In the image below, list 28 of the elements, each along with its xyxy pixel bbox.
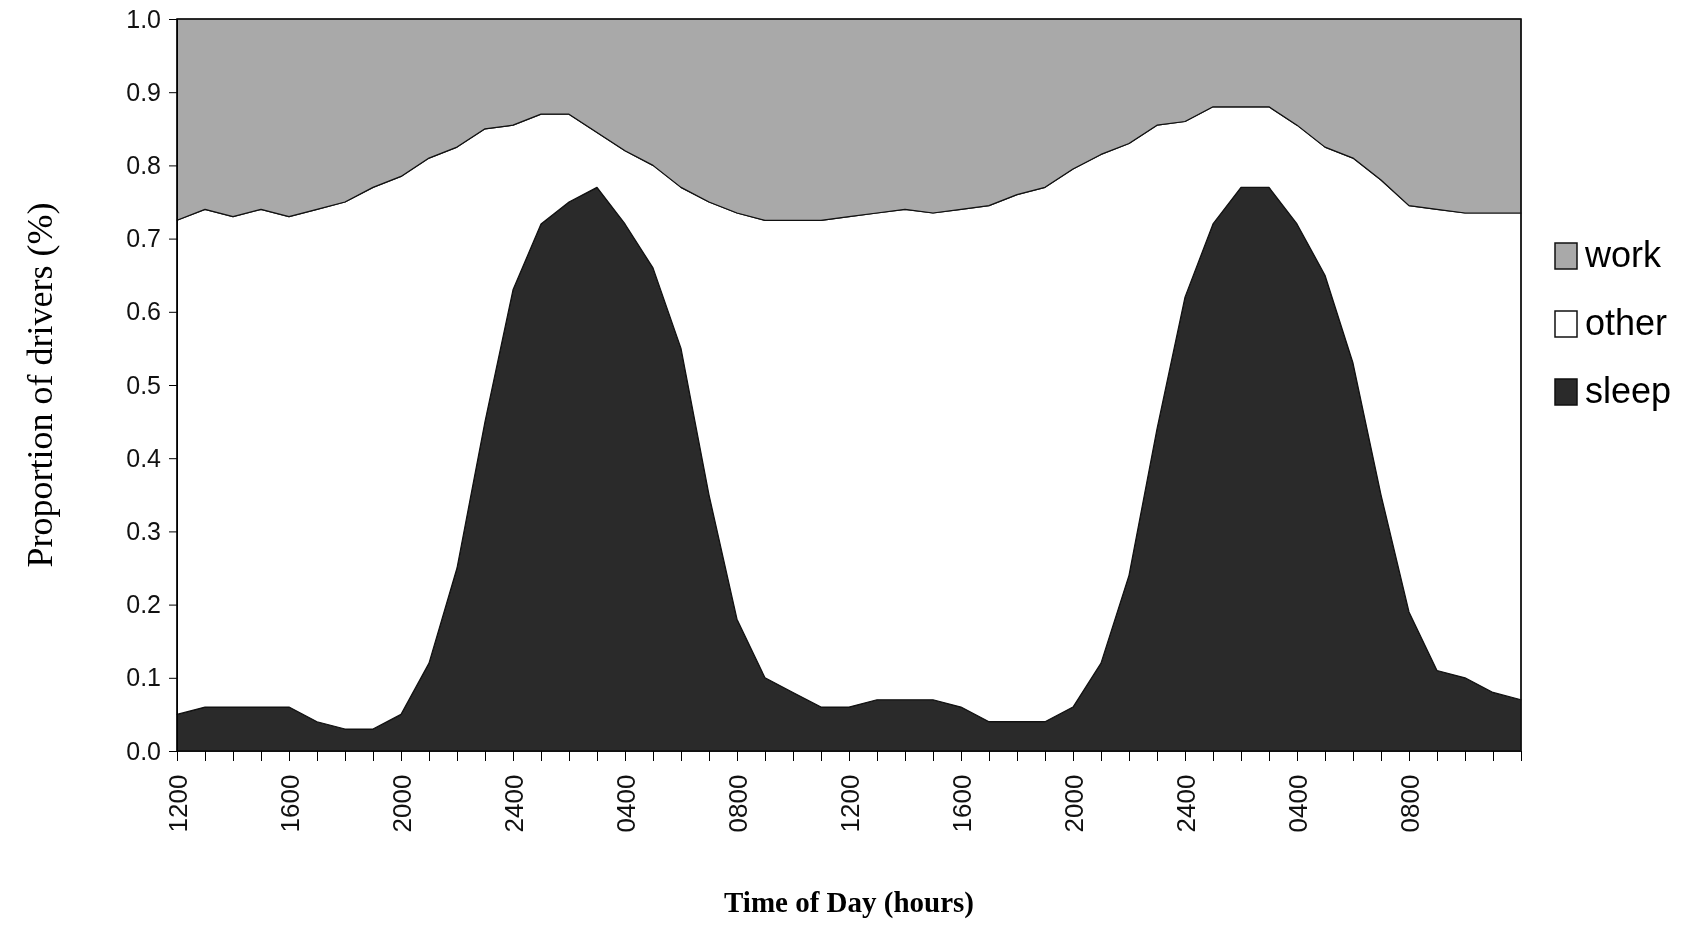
y-tick-label: 0.3 <box>126 516 161 545</box>
y-tick-label: 0.6 <box>126 297 161 326</box>
y-tick-label: 0.2 <box>126 590 161 619</box>
y-tick-label: 0.4 <box>126 443 162 472</box>
legend-label: work <box>1584 234 1663 275</box>
x-tick-label: 2400 <box>498 774 529 833</box>
y-tick-label: 0.9 <box>126 77 161 106</box>
x-tick-label: 0400 <box>610 774 641 833</box>
y-tick-label: 0.1 <box>126 663 161 692</box>
x-tick-label: 0800 <box>1394 774 1425 833</box>
legend-label: sleep <box>1585 370 1672 411</box>
y-tick-label: 1.0 <box>126 4 161 33</box>
y-tick-label: 0.0 <box>126 736 161 765</box>
x-tick-label: 2000 <box>1058 774 1089 833</box>
x-tick-label: 0800 <box>722 774 753 833</box>
x-tick-label: 2400 <box>1170 774 1201 833</box>
x-tick-label: 1600 <box>946 774 977 833</box>
y-tick-label: 0.8 <box>126 150 161 179</box>
x-tick-label: 1600 <box>274 774 305 833</box>
x-tick-label: 1200 <box>834 774 865 833</box>
y-tick-label: 0.5 <box>126 370 161 399</box>
x-tick-label: 0400 <box>1282 774 1313 833</box>
x-axis-title: Time of Day (hours) <box>724 886 974 919</box>
legend-label: other <box>1585 302 1668 343</box>
y-axis-title: Proportion of drivers (%) <box>20 202 60 568</box>
x-tick-label: 1200 <box>162 774 193 833</box>
x-tick-label: 2000 <box>386 774 417 833</box>
y-tick-label: 0.7 <box>126 224 161 253</box>
